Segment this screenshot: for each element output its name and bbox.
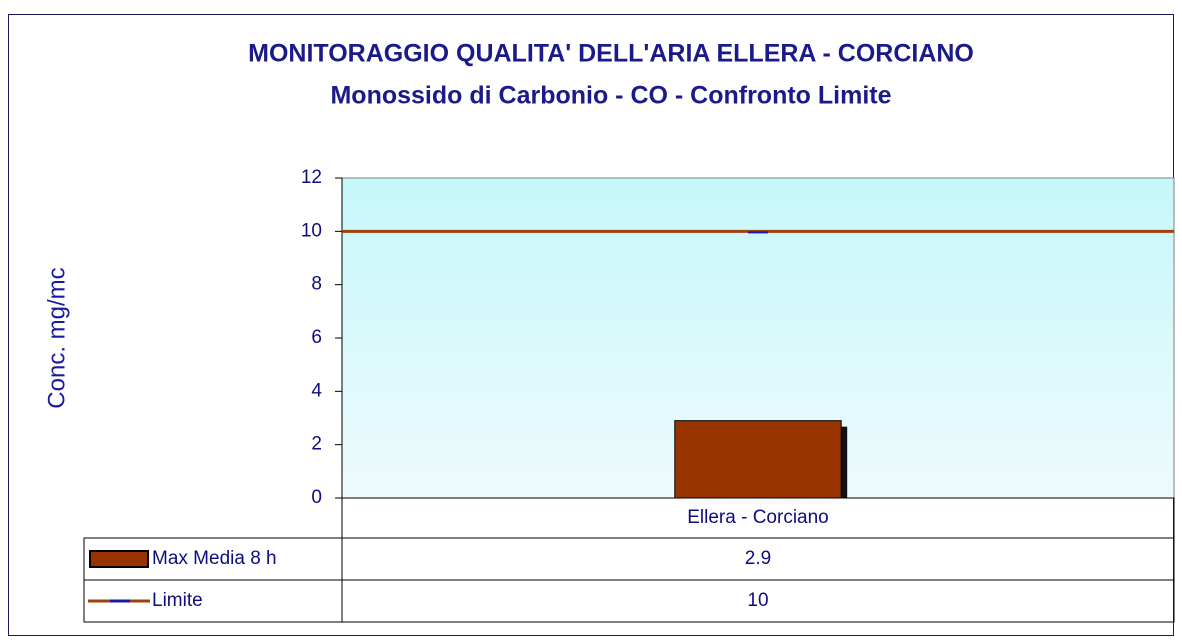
chart-subtitle: Monossido di Carbonio - CO - Confronto L… [330, 82, 891, 110]
y-tick-label: 10 [301, 220, 322, 241]
x-tick-label: Ellera - Corciano [687, 507, 829, 528]
y-tick-label: 6 [311, 327, 322, 348]
legend-key [89, 550, 149, 568]
table-value: 2.9 [745, 548, 771, 569]
chart-title: MONITORAGGIO QUALITA' DELL'ARIA ELLERA -… [248, 40, 974, 68]
y-tick-label: 2 [311, 434, 322, 455]
y-tick-label: 8 [311, 274, 322, 295]
y-axis-label: Conc. mg/mc [43, 267, 70, 408]
legend-label: Max Media 8 h [152, 548, 277, 569]
y-tick-label: 4 [311, 380, 322, 401]
table-row [83, 579, 1175, 623]
legend-label: Limite [152, 590, 203, 611]
y-tick-label: 0 [311, 487, 322, 508]
table-value: 10 [747, 590, 768, 611]
bar [674, 420, 842, 499]
y-tick-label: 12 [301, 167, 322, 188]
